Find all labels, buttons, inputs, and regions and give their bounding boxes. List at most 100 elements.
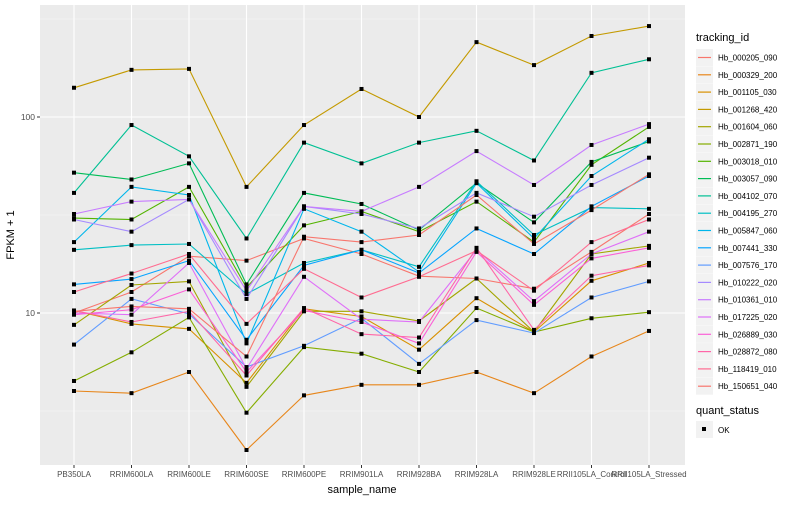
data-point [417, 115, 421, 119]
data-point [647, 172, 651, 177]
data-point [129, 391, 134, 396]
data-point [474, 190, 479, 195]
data-point [359, 309, 364, 314]
data-point [647, 328, 651, 333]
data-point [302, 343, 306, 348]
legend-label: Hb_001105_030 [718, 88, 777, 97]
data-point [72, 322, 76, 327]
data-point [532, 236, 536, 241]
data-point [129, 296, 134, 301]
data-point [359, 317, 364, 322]
data-point [129, 199, 134, 204]
data-point [244, 373, 249, 378]
data-point [129, 217, 134, 222]
data-point [647, 260, 651, 265]
legend-item: Hb_002871_190 [696, 135, 778, 153]
data-point [244, 341, 249, 346]
legend-label: Hb_003057_090 [718, 175, 778, 184]
data-point [474, 149, 479, 154]
legend-item: Hb_017225_020 [696, 308, 778, 326]
x-axis-label: sample_name [327, 484, 396, 496]
data-point [244, 282, 249, 287]
data-point [72, 312, 76, 317]
legend-label: Hb_004195_270 [718, 209, 778, 218]
data-point [474, 276, 479, 281]
data-point [187, 309, 191, 314]
data-point [72, 378, 76, 383]
data-point [244, 337, 249, 342]
data-point [129, 271, 134, 276]
data-point [187, 326, 191, 331]
data-point [129, 67, 134, 72]
data-point [474, 40, 479, 45]
data-point [187, 66, 191, 71]
data-point [589, 354, 594, 359]
data-point [532, 302, 536, 307]
x-tick-label: RRII105LA_Stressed [611, 470, 686, 479]
data-point [589, 256, 594, 261]
data-point [72, 282, 76, 287]
data-point [129, 307, 134, 312]
data-point [187, 184, 191, 189]
data-point [647, 211, 651, 216]
data-point [129, 350, 134, 355]
data-point [474, 192, 479, 197]
data-point [647, 217, 651, 222]
data-point [417, 347, 421, 352]
data-point [417, 335, 421, 340]
x-tick-label: RRIM928LA [455, 470, 499, 479]
legend-label: Hb_010222_020 [718, 278, 778, 287]
data-point [129, 304, 134, 309]
data-point [589, 208, 594, 213]
x-tick-label: RRIM600PE [282, 470, 326, 479]
data-point [589, 240, 594, 245]
x-axis: PB350LA RRIM600LA RRIM600LE RRIM600SE RRIM60… [57, 465, 687, 479]
data-point [302, 190, 306, 195]
data-point [359, 295, 364, 300]
shape-legend-label: OK [718, 426, 730, 435]
x-tick-label: RRIM901LA [340, 470, 384, 479]
data-point [302, 234, 306, 239]
legend-item: Hb_003018_010 [696, 152, 778, 170]
data-point [72, 247, 76, 252]
shape-legend-title: quant_status [696, 405, 759, 417]
data-point [302, 274, 306, 279]
data-point [589, 182, 594, 187]
data-point [187, 370, 191, 375]
data-point [129, 277, 134, 282]
data-point [417, 382, 421, 387]
data-point [129, 282, 134, 287]
legend-label: Hb_150651_040 [718, 382, 778, 391]
y-tick-label: 10 [26, 308, 36, 318]
legend-label: Hb_002871_190 [718, 140, 778, 149]
legend-item: Hb_010361_010 [696, 291, 778, 309]
data-point [72, 240, 76, 245]
data-point [302, 204, 306, 209]
points-Hb_026889_030 [72, 245, 651, 375]
data-point [359, 240, 364, 245]
legend-item: Hb_001604_060 [696, 118, 778, 136]
data-point [532, 241, 536, 246]
data-point [417, 341, 421, 346]
legend-item: Hb_004102_070 [696, 187, 778, 205]
data-point [72, 85, 76, 90]
legend-label: Hb_026889_030 [718, 330, 778, 339]
data-point [187, 306, 191, 311]
data-point [302, 308, 306, 313]
data-point [532, 299, 536, 304]
data-point [302, 140, 306, 145]
data-point [187, 197, 191, 202]
data-point [647, 122, 651, 127]
legend-label: Hb_001604_060 [718, 123, 778, 132]
x-tick-label: RRIM600LA [110, 470, 154, 479]
data-point [302, 260, 306, 265]
data-point [187, 154, 191, 159]
data-point [359, 86, 364, 91]
data-point [129, 319, 134, 324]
data-point [72, 190, 76, 195]
data-point [187, 260, 191, 265]
data-point [474, 248, 479, 253]
legend-item: Hb_001268_420 [696, 100, 778, 118]
data-point [72, 170, 76, 175]
data-point [589, 278, 594, 283]
